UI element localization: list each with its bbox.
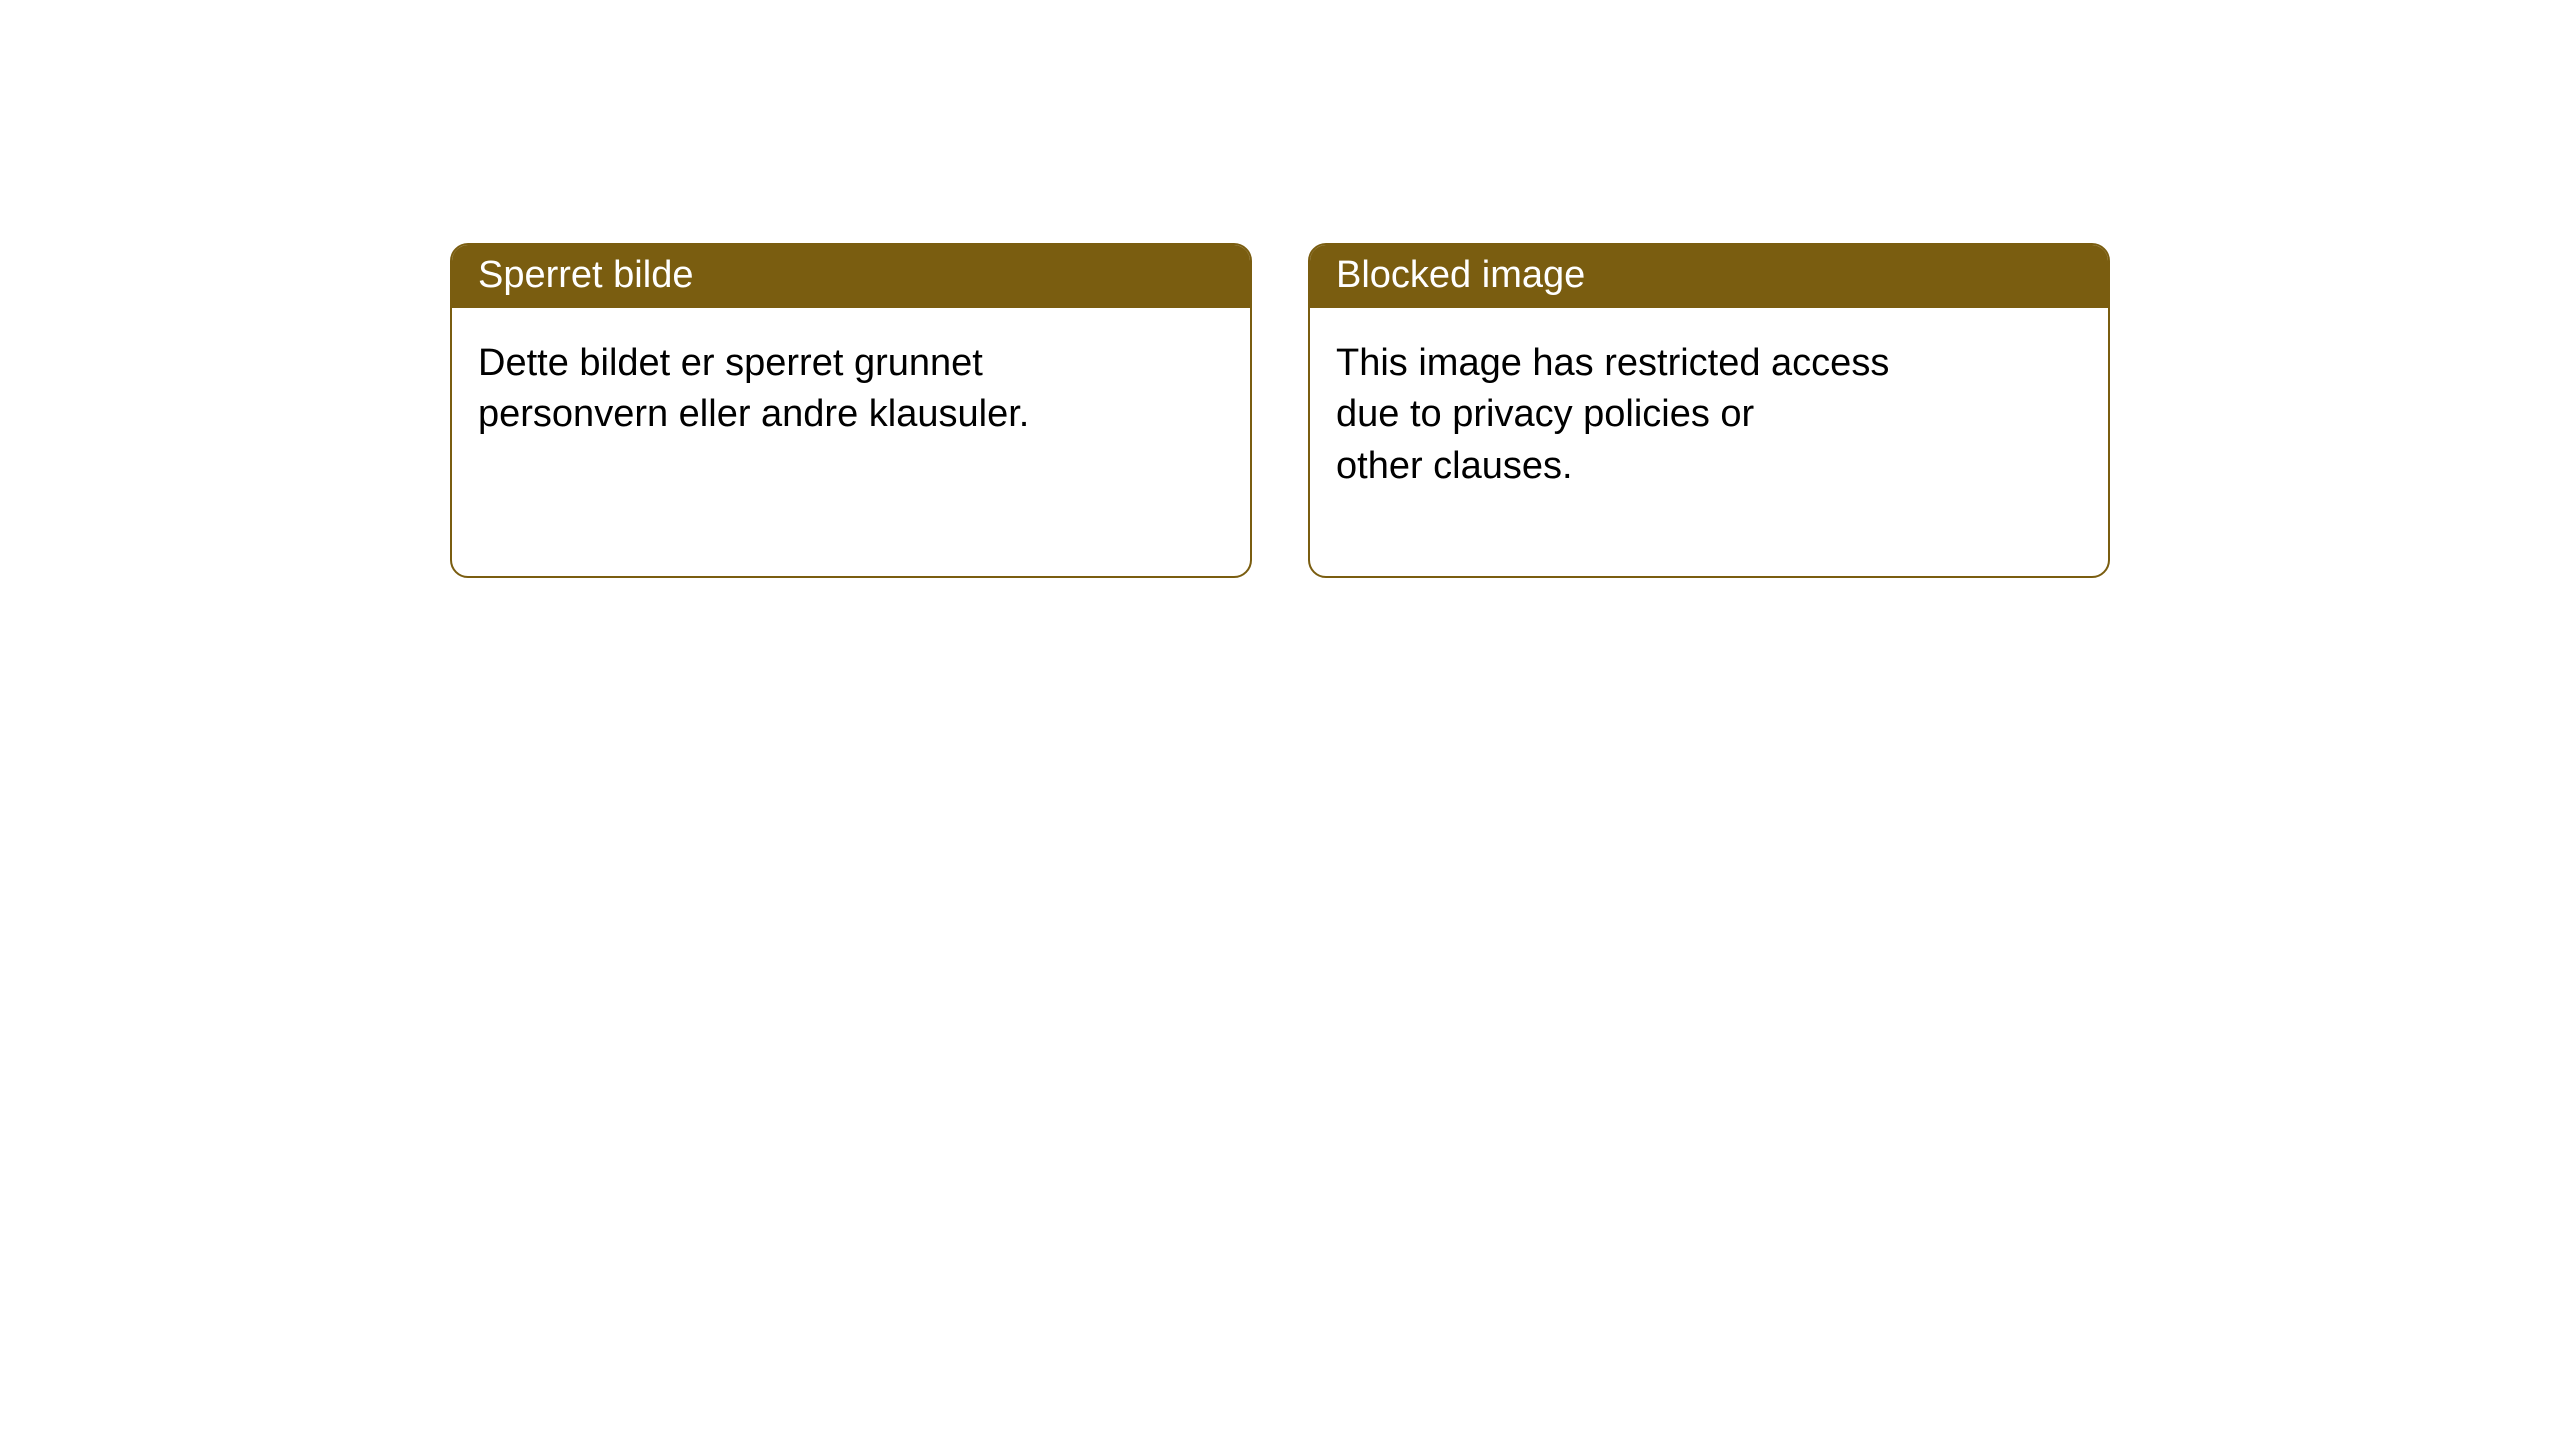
notice-body: This image has restricted access due to … bbox=[1310, 308, 2108, 576]
notice-card-english: Blocked image This image has restricted … bbox=[1308, 243, 2110, 578]
notice-header: Blocked image bbox=[1310, 245, 2108, 308]
notice-container: Sperret bilde Dette bildet er sperret gr… bbox=[0, 0, 2560, 578]
notice-card-norwegian: Sperret bilde Dette bildet er sperret gr… bbox=[450, 243, 1252, 578]
notice-header: Sperret bilde bbox=[452, 245, 1250, 308]
notice-body: Dette bildet er sperret grunnet personve… bbox=[452, 308, 1250, 525]
